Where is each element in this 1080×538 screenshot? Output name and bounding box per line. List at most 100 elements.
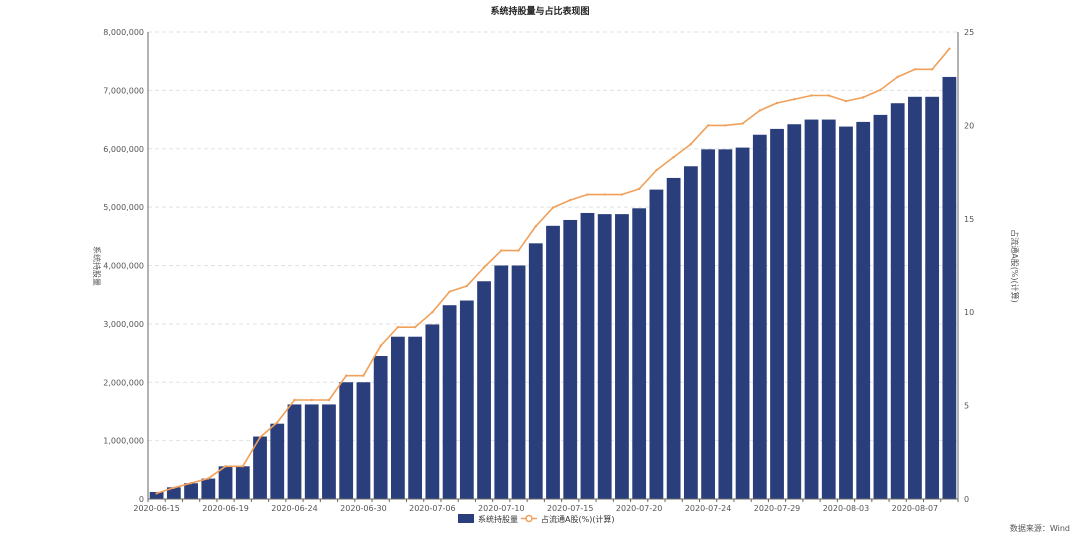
chart-title: 系统持股量与占比表现图 [490,5,589,17]
bar [942,76,957,499]
line-point [293,398,296,402]
y-axis-title: 系统持股量 [92,246,102,286]
line-point [827,94,830,97]
bar [408,336,423,499]
line-point [862,96,865,99]
bar [287,404,302,499]
line-point [948,47,951,51]
bar [373,355,388,499]
bars-layer [149,76,957,500]
bar [304,404,319,499]
bar [735,147,750,499]
line-point [534,225,537,228]
line-point [810,94,813,97]
bar [528,243,543,499]
y-tick-label: 5,000,000 [103,203,144,212]
line-point [706,124,710,127]
y-tick-label: 6,000,000 [103,145,144,154]
bar [683,166,698,499]
x-tick-label: 2020-07-06 [409,504,456,513]
line-point [362,374,365,377]
line-point [431,311,434,314]
line-point [517,249,520,252]
line-point [396,325,400,329]
line-point [258,436,262,439]
line-point [172,486,176,489]
line-point [672,155,675,159]
y-tick-label: 8,000,000 [103,28,144,37]
bar [787,124,802,500]
bar [184,483,198,499]
bar [856,121,871,500]
bar [270,423,285,499]
legend-label-line[interactable]: 占流通A股(%)(计算) [541,514,615,524]
x-tick-label: 2020-08-03 [823,504,870,513]
data-source: 数据来源：Wind [1010,523,1070,533]
y2-tick-label: 15 [964,215,974,224]
y-tick-label: 0 [139,495,144,504]
bar [149,491,164,499]
bar [580,212,595,499]
y2-tick-label: 0 [964,495,969,504]
legend-swatch-bar[interactable] [458,514,474,523]
bar [925,96,940,499]
line-point [379,344,382,348]
x-tick-label: 2020-07-29 [754,504,801,513]
line-point [413,325,417,329]
y-tick-label: 1,000,000 [103,437,144,446]
bar [632,208,647,500]
legend[interactable]: 系统持股量 占流通A股(%)(计算) [458,514,615,524]
bar [322,404,336,499]
x-tick-label: 2020-06-15 [133,504,180,513]
line-point [276,421,279,424]
line-point [758,109,762,112]
bar [563,219,578,499]
x-tick-label: 2020-06-19 [202,504,249,513]
line-point [327,398,331,402]
line-point [879,88,882,92]
y2-tick-label: 10 [964,308,974,317]
bar [511,265,526,499]
bar [821,119,836,499]
bar [494,265,509,499]
bar [339,382,354,499]
legend-label-bar[interactable]: 系统持股量 [478,514,518,524]
x-tick-label: 2020-07-15 [547,504,594,513]
x-tick-label: 2020-06-24 [271,504,318,513]
line-point [603,193,606,196]
line-point [155,492,158,495]
legend-swatch-marker[interactable] [525,514,533,523]
line-point [930,68,934,71]
bar [839,126,853,499]
line-point [793,98,796,101]
bar [701,149,715,500]
bar [804,119,819,499]
line-point [637,187,641,191]
line-point [465,284,469,288]
y2-tick-label: 25 [964,28,974,37]
line-point [241,465,244,468]
x-tick-label: 2020-08-07 [892,504,939,513]
line-point [586,193,589,196]
line-point [310,398,313,402]
bar [597,214,612,499]
y2-axis-title: 占流通A股(%)(计算) [1010,229,1020,303]
y-tick-label: 4,000,000 [103,262,144,271]
line-point [569,198,572,202]
y2-tick-label: 5 [964,402,969,411]
y2-tick-label: 20 [964,121,974,130]
x-tick-label: 2020-07-10 [478,504,525,513]
line-point [913,68,917,71]
line-point [689,142,693,146]
bar [752,134,767,500]
line-point [344,374,348,377]
line-point [741,122,744,125]
line-point [224,465,227,468]
bar [235,466,250,499]
bar [718,149,733,500]
y-tick-label: 3,000,000 [103,320,144,329]
bar [477,281,491,499]
bar [890,103,905,499]
bar [201,478,216,499]
